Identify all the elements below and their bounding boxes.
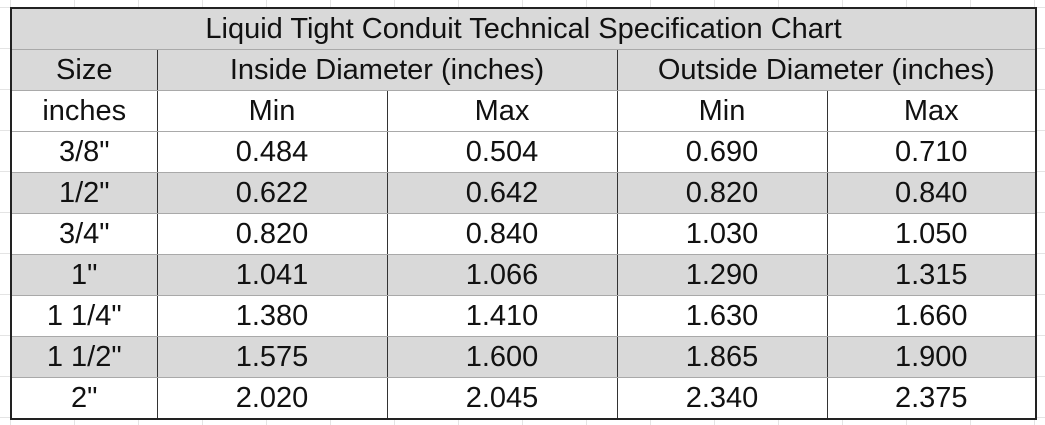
value-cell: 1.630 [616,295,827,337]
value-cell: 0.622 [156,172,387,214]
subheader-cell: Min [156,90,387,132]
value-cell: 1.660 [826,295,1037,337]
data-row: 1 1/2" 1.575 1.600 1.865 1.900 [11,336,1037,378]
subheader-cell: Max [386,90,617,132]
size-cell: 1 1/2" [11,336,157,378]
value-cell: 0.820 [616,172,827,214]
value-cell: 1.030 [616,213,827,255]
value-cell: 2.020 [156,377,387,420]
data-row: 2" 2.020 2.045 2.340 2.375 [11,377,1037,420]
data-row: 1/2" 0.622 0.642 0.820 0.840 [11,172,1037,214]
value-cell: 1.410 [386,295,617,337]
data-row: 3/8" 0.484 0.504 0.690 0.710 [11,131,1037,173]
value-cell: 0.840 [386,213,617,255]
header-cell: Inside Diameter (inches) [156,49,617,91]
value-cell: 0.484 [156,131,387,173]
header-row: Size Inside Diameter (inches) Outside Di… [11,49,1037,91]
value-cell: 1.315 [826,254,1037,296]
size-cell: 1 1/4" [11,295,157,337]
size-cell: 1/2" [11,172,157,214]
data-row: 1 1/4" 1.380 1.410 1.630 1.660 [11,295,1037,337]
value-cell: 1.575 [156,336,387,378]
data-row: 3/4" 0.820 0.840 1.030 1.050 [11,213,1037,255]
value-cell: 1.041 [156,254,387,296]
value-cell: 1.290 [616,254,827,296]
size-cell: 3/4" [11,213,157,255]
subheader-cell: Min [616,90,827,132]
value-cell: 0.504 [386,131,617,173]
data-row: 1" 1.041 1.066 1.290 1.315 [11,254,1037,296]
spec-table: Liquid Tight Conduit Technical Specifica… [10,7,1038,420]
header-cell: Outside Diameter (inches) [616,49,1037,91]
value-cell: 1.900 [826,336,1037,378]
value-cell: 0.820 [156,213,387,255]
size-cell: 1" [11,254,157,296]
table-body: Liquid Tight Conduit Technical Specifica… [11,7,1037,420]
value-cell: 1.600 [386,336,617,378]
value-cell: 1.380 [156,295,387,337]
value-cell: 0.642 [386,172,617,214]
value-cell: 1.050 [826,213,1037,255]
value-cell: 2.375 [826,377,1037,420]
title-row: Liquid Tight Conduit Technical Specifica… [11,7,1037,50]
value-cell: 2.340 [616,377,827,420]
value-cell: 2.045 [386,377,617,420]
table-title: Liquid Tight Conduit Technical Specifica… [11,7,1037,50]
value-cell: 0.840 [826,172,1037,214]
value-cell: 0.690 [616,131,827,173]
value-cell: 1.066 [386,254,617,296]
header-cell: Size [11,49,157,91]
subheader-cell: Max [826,90,1037,132]
value-cell: 1.865 [616,336,827,378]
size-cell: 3/8" [11,131,157,173]
size-cell: 2" [11,377,157,420]
subheader-cell: inches [11,90,157,132]
value-cell: 0.710 [826,131,1037,173]
subheader-row: inches Min Max Min Max [11,90,1037,132]
